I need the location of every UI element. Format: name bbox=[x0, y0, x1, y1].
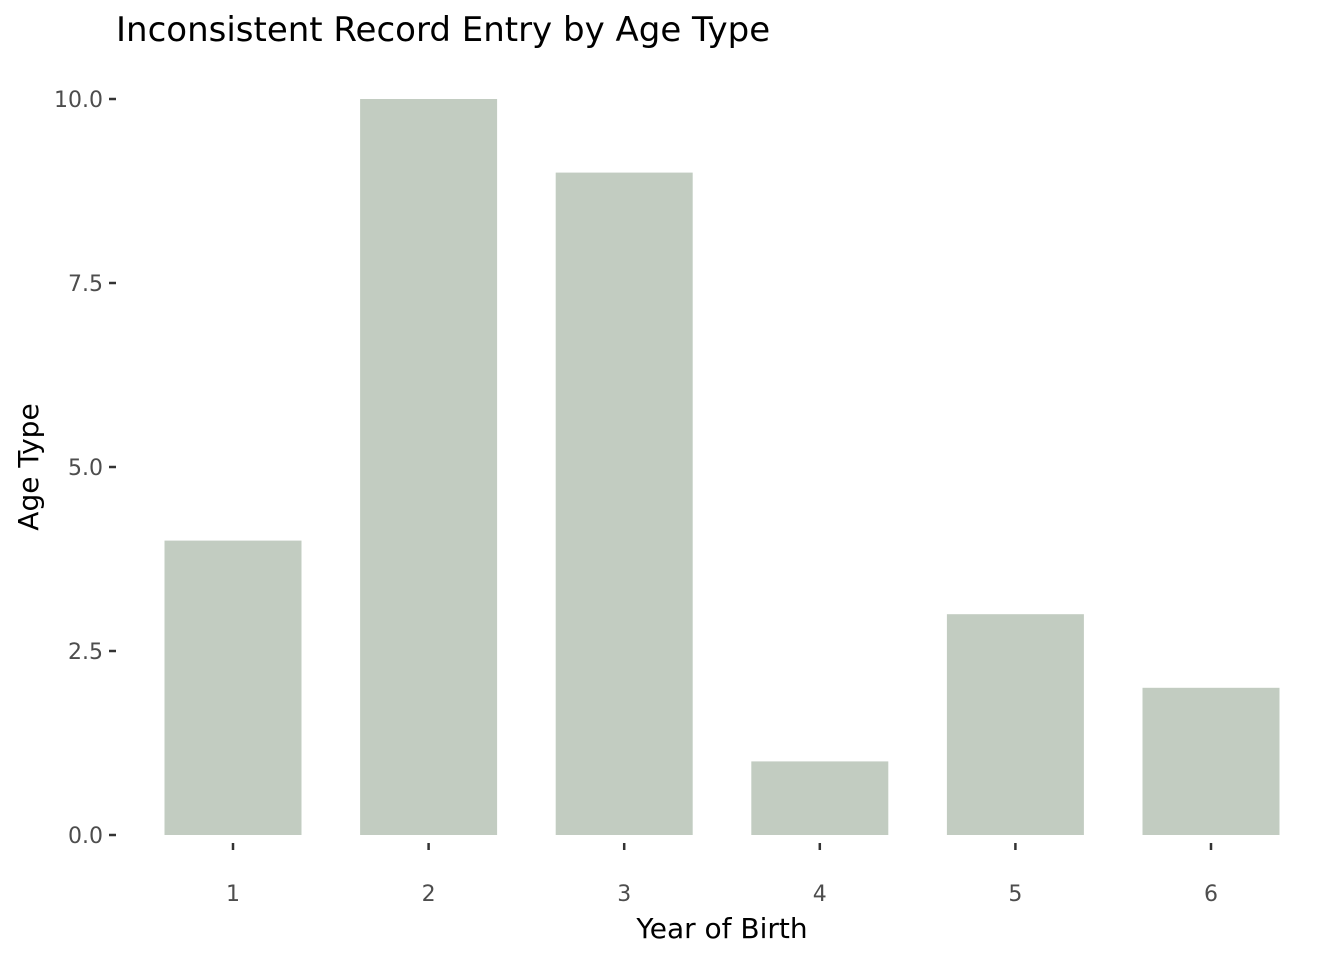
y-tick-label: 0.0 bbox=[68, 824, 103, 849]
y-axis-title: Age Type bbox=[12, 403, 45, 530]
y-tick-label: 2.5 bbox=[68, 640, 103, 665]
chart-title: Inconsistent Record Entry by Age Type bbox=[116, 10, 770, 50]
x-axis: 1 2 3 4 5 6 bbox=[226, 843, 1218, 907]
x-tick-label: 6 bbox=[1204, 882, 1218, 907]
bar-6 bbox=[1142, 687, 1280, 835]
bar-5 bbox=[946, 614, 1084, 835]
bar-3 bbox=[555, 172, 693, 836]
y-axis: 0.0 2.5 5.0 7.5 10.0 bbox=[54, 88, 116, 849]
bar-2 bbox=[360, 99, 498, 835]
y-tick-label: 10.0 bbox=[54, 88, 103, 113]
x-tick-label: 5 bbox=[1008, 882, 1022, 907]
x-tick-label: 4 bbox=[813, 882, 827, 907]
x-tick-label: 1 bbox=[226, 882, 240, 907]
x-tick-label: 3 bbox=[617, 882, 631, 907]
bars bbox=[164, 99, 1280, 836]
y-tick-label: 5.0 bbox=[68, 456, 103, 481]
bar-4 bbox=[751, 761, 889, 835]
y-tick-label: 7.5 bbox=[68, 272, 103, 297]
x-axis-title: Year of Birth bbox=[635, 912, 807, 945]
x-tick-label: 2 bbox=[422, 882, 436, 907]
bar-1 bbox=[164, 540, 302, 835]
